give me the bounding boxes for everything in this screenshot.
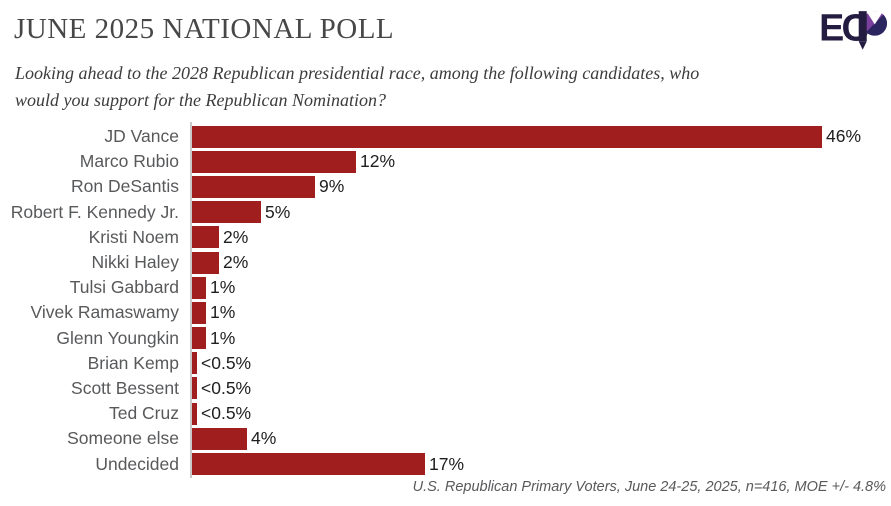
candidate-label: Kristi Noem: [88, 226, 179, 247]
bar: [192, 201, 261, 224]
bar: [192, 402, 197, 425]
value-label: 46%: [826, 126, 862, 147]
bar: [192, 377, 197, 400]
axis-line: [190, 122, 192, 478]
candidate-label: Tulsi Gabbard: [69, 277, 179, 298]
candidate-label: Nikki Haley: [91, 252, 179, 273]
value-label: 9%: [319, 176, 345, 197]
bar: [192, 251, 219, 274]
chart-row: Kristi Noem 2%: [0, 225, 891, 250]
value-label: 17%: [429, 453, 465, 474]
bar: [192, 427, 247, 450]
chart-rows: JD Vance 46% Marco Rubio 12% Ron DeSantis 9% R…: [0, 124, 891, 477]
candidate-label: Scott Bessent: [71, 377, 179, 398]
bar: [192, 327, 206, 350]
candidate-label: Someone else: [67, 428, 179, 449]
candidate-label: Glenn Youngkin: [56, 327, 179, 348]
value-label: 1%: [210, 302, 236, 323]
chart-row: Undecided 17%: [0, 451, 891, 476]
value-label: 5%: [265, 201, 291, 222]
page-title: JUNE 2025 NATIONAL POLL: [14, 13, 395, 45]
bar: [192, 276, 206, 299]
value-label: 12%: [360, 151, 396, 172]
chart-row: Brian Kemp <0.5%: [0, 351, 891, 376]
bar: [192, 453, 425, 476]
chart-row: Someone else 4%: [0, 426, 891, 451]
candidate-label: Robert F. Kennedy Jr.: [10, 201, 179, 222]
value-label: 2%: [223, 252, 249, 273]
value-label: <0.5%: [201, 377, 252, 398]
value-label: 2%: [223, 226, 249, 247]
ecp-logo: EC: [819, 5, 888, 60]
chart-row: Vivek Ramaswamy 1%: [0, 300, 891, 325]
poll-question-line1: Looking ahead to the 2028 Republican pre…: [15, 63, 700, 83]
value-label: <0.5%: [201, 352, 252, 373]
bar: [192, 175, 315, 198]
bar: [192, 352, 197, 375]
candidate-label: Ted Cruz: [108, 403, 179, 424]
candidate-label: JD Vance: [104, 126, 179, 147]
candidate-label: Ron DeSantis: [71, 176, 179, 197]
chart-row: Glenn Youngkin 1%: [0, 326, 891, 351]
ecp-logo-icon: EC: [819, 6, 888, 50]
bar: [192, 301, 206, 324]
chart-row: JD Vance 46%: [0, 124, 891, 149]
candidate-label: Undecided: [95, 453, 179, 474]
chart-row: Ted Cruz <0.5%: [0, 401, 891, 426]
chart-row: Tulsi Gabbard 1%: [0, 275, 891, 300]
value-label: 1%: [210, 327, 236, 348]
value-label: 4%: [251, 428, 277, 449]
chart-row: Scott Bessent <0.5%: [0, 376, 891, 401]
footnote: U.S. Republican Primary Voters, June 24-…: [412, 479, 886, 495]
candidate-label: Brian Kemp: [87, 352, 179, 373]
value-label: <0.5%: [201, 403, 252, 424]
chart-row: Ron DeSantis 9%: [0, 174, 891, 199]
bar-chart: JD Vance 46% Marco Rubio 12% Ron DeSantis 9% R…: [0, 124, 891, 477]
bar: [192, 125, 822, 148]
chart-row: Robert F. Kennedy Jr. 5%: [0, 200, 891, 225]
chart-row: Nikki Haley 2%: [0, 250, 891, 275]
poll-question-line2: would you support for the Republican Nom…: [15, 90, 386, 110]
chart-row: Marco Rubio 12%: [0, 149, 891, 174]
candidate-label: Vivek Ramaswamy: [30, 302, 179, 323]
bar: [192, 226, 219, 249]
poll-question: Looking ahead to the 2028 Republican pre…: [15, 60, 855, 114]
candidate-label: Marco Rubio: [79, 151, 179, 172]
value-label: 1%: [210, 277, 236, 298]
bar: [192, 150, 356, 173]
